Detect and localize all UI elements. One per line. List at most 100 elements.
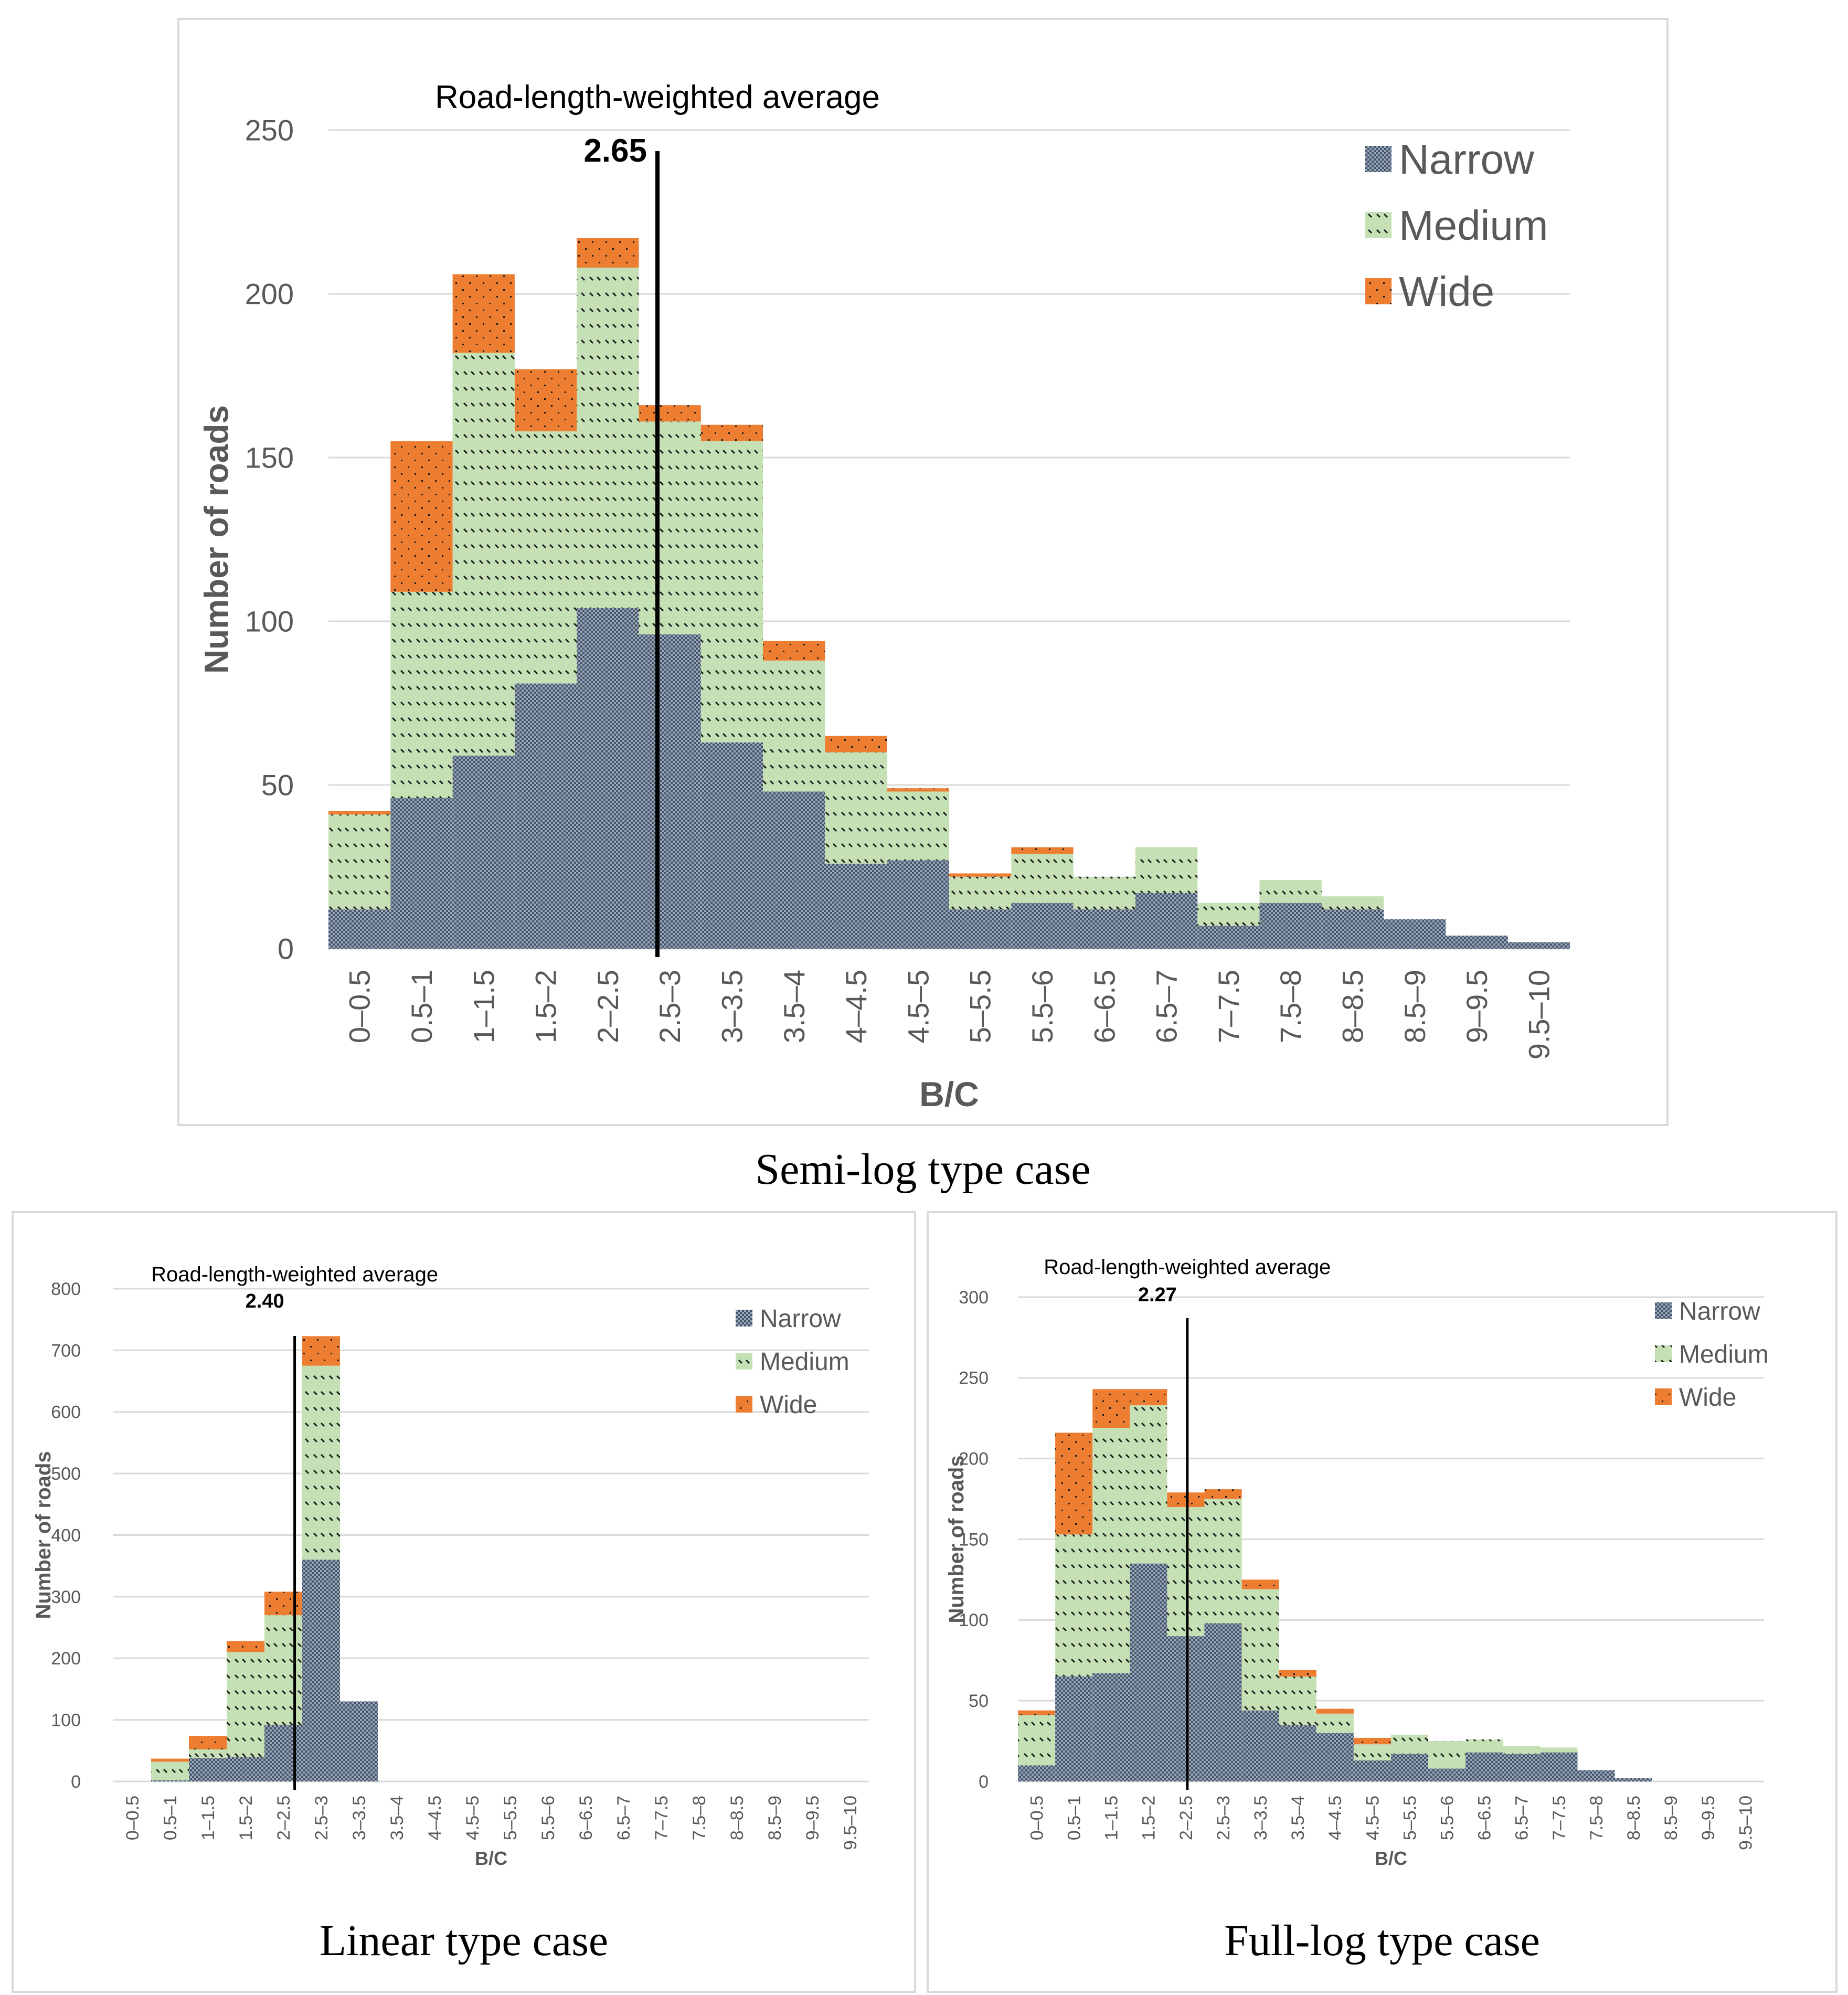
x-tick-label: 3.5–4 bbox=[387, 1796, 407, 1840]
bar-narrow bbox=[1011, 903, 1074, 949]
bar-narrow bbox=[1259, 903, 1322, 949]
bar-medium bbox=[887, 791, 949, 861]
bar-wide bbox=[577, 238, 639, 268]
bar-medium bbox=[1055, 1534, 1093, 1677]
x-tick-label: 9.5–10 bbox=[841, 1796, 861, 1850]
bar-medium bbox=[328, 814, 391, 910]
legend-swatch-medium bbox=[1655, 1345, 1672, 1362]
y-tick-label: 0 bbox=[71, 1772, 81, 1792]
y-tick-label: 50 bbox=[969, 1691, 989, 1711]
y-tick-label: 400 bbox=[51, 1525, 81, 1545]
bar-medium bbox=[1321, 896, 1384, 910]
bar-wide bbox=[887, 788, 949, 792]
x-tick-label: 1–1.5 bbox=[467, 970, 500, 1043]
bar-medium bbox=[1279, 1676, 1316, 1725]
bar-medium bbox=[1465, 1739, 1503, 1753]
bar-wide bbox=[1018, 1710, 1056, 1715]
bar-medium bbox=[227, 1652, 264, 1757]
legend-swatch-narrow bbox=[1365, 146, 1392, 172]
legend-label-narrow: Narrow bbox=[1399, 136, 1534, 183]
bar-narrow bbox=[151, 1780, 189, 1781]
semi-log-chart-panel: 0 50 100 150 200 250 0–0.5 0.5–1 1–1.5 1.5–2 2–2.5… bbox=[177, 18, 1669, 1126]
bar-wide bbox=[1204, 1489, 1242, 1499]
semi-log-chart: 0 50 100 150 200 250 0–0.5 0.5–1 1–1.5 1.5–2 2–2.5… bbox=[197, 79, 1570, 1113]
y-tick-label: 200 bbox=[51, 1649, 81, 1669]
bar-narrow bbox=[1615, 1778, 1652, 1781]
x-tick-label: 6–6.5 bbox=[1475, 1796, 1495, 1840]
x-tick-label: 2–2.5 bbox=[591, 970, 624, 1043]
x-axis-label: B/C bbox=[475, 1848, 507, 1869]
x-tick-label: 2.5–3 bbox=[312, 1796, 332, 1840]
x-tick-label: 1–1.5 bbox=[1102, 1796, 1122, 1840]
bar-wide bbox=[1241, 1579, 1279, 1589]
bar-medium bbox=[1391, 1734, 1429, 1754]
bar-narrow bbox=[1465, 1752, 1503, 1781]
x-tick-label: 9–9.5 bbox=[1460, 970, 1493, 1043]
x-tick-label: 0–0.5 bbox=[123, 1796, 143, 1840]
bar-narrow bbox=[1577, 1770, 1615, 1781]
bar-wide bbox=[1011, 847, 1074, 854]
x-tick-label: 4.5–5 bbox=[463, 1796, 483, 1840]
x-tick-label: 8.5–9 bbox=[1661, 1796, 1681, 1840]
x-tick-label: 6.5–7 bbox=[614, 1796, 634, 1840]
x-tick-label: 9–9.5 bbox=[1698, 1796, 1718, 1840]
bar-medium bbox=[700, 441, 763, 742]
bar-narrow bbox=[1391, 1754, 1429, 1781]
bar-narrow bbox=[1018, 1765, 1056, 1781]
x-tick-label: 6.5–7 bbox=[1150, 970, 1183, 1043]
bar-medium bbox=[1018, 1715, 1056, 1766]
bar-wide bbox=[949, 873, 1012, 877]
bar-medium bbox=[1011, 854, 1074, 903]
bar-medium bbox=[1316, 1713, 1354, 1733]
x-tick-label: 5.5–6 bbox=[1438, 1796, 1458, 1840]
bar-narrow bbox=[452, 755, 515, 949]
bar-medium bbox=[452, 353, 515, 756]
bar-medium bbox=[949, 876, 1012, 910]
bar-narrow bbox=[1204, 1623, 1242, 1781]
x-tick-label: 6–6.5 bbox=[1088, 970, 1121, 1043]
y-tick-label: 250 bbox=[959, 1368, 989, 1388]
bar-narrow bbox=[1092, 1673, 1130, 1781]
bar-medium bbox=[1503, 1746, 1541, 1754]
x-tick-label: 1.5–2 bbox=[529, 970, 562, 1043]
bar-narrow bbox=[1321, 909, 1384, 949]
y-tick-label: 250 bbox=[245, 114, 294, 147]
y-tick-label: 100 bbox=[51, 1711, 81, 1731]
x-tick-label: 3–3.5 bbox=[349, 1796, 369, 1840]
x-tick-label: 4.5–5 bbox=[1363, 1796, 1383, 1840]
x-tick-label: 5.5–6 bbox=[538, 1796, 558, 1840]
bar-narrow bbox=[1540, 1752, 1578, 1781]
y-tick-label: 600 bbox=[51, 1403, 81, 1423]
bar-narrow bbox=[514, 683, 577, 949]
x-axis-label: B/C bbox=[919, 1075, 979, 1113]
bar-medium bbox=[151, 1761, 189, 1780]
legend-label-wide: Wide bbox=[1399, 268, 1494, 315]
bar-narrow bbox=[1428, 1768, 1466, 1781]
x-tick-label: 2–2.5 bbox=[274, 1796, 294, 1840]
x-tick-label: 8.5–9 bbox=[1398, 970, 1431, 1043]
linear-chart: 0 100 200 300 400 500 600 700 800 0–0.5 0.5–1 1–1.5… bbox=[32, 1263, 869, 1869]
x-tick-label: 0–0.5 bbox=[1027, 1796, 1047, 1840]
y-tick-label: 200 bbox=[245, 278, 294, 311]
x-tick-label: 5–5.5 bbox=[1400, 1796, 1420, 1840]
x-tick-label: 8.5–9 bbox=[765, 1796, 785, 1840]
bar-narrow bbox=[1167, 1636, 1205, 1781]
bar-narrow bbox=[700, 742, 763, 949]
bar-narrow bbox=[189, 1758, 227, 1781]
x-tick-label: 5–5.5 bbox=[501, 1796, 521, 1840]
bar-narrow bbox=[328, 909, 391, 949]
bar-medium bbox=[639, 421, 701, 634]
bar-medium bbox=[514, 431, 577, 684]
y-axis-label: Number of roads bbox=[32, 1451, 55, 1619]
bar-narrow bbox=[1241, 1710, 1279, 1781]
bar-wide bbox=[514, 369, 577, 432]
x-tick-label: 8–8.5 bbox=[1624, 1796, 1644, 1840]
bar-narrow bbox=[577, 608, 639, 949]
x-tick-label: 7.5–8 bbox=[1587, 1796, 1607, 1840]
bar-narrow bbox=[227, 1757, 264, 1781]
x-tick-label: 5.5–6 bbox=[1026, 970, 1059, 1043]
y-tick-label: 100 bbox=[245, 605, 294, 638]
bar-medium bbox=[825, 752, 887, 864]
y-tick-label: 800 bbox=[51, 1279, 81, 1299]
y-tick-label: 700 bbox=[51, 1341, 81, 1361]
